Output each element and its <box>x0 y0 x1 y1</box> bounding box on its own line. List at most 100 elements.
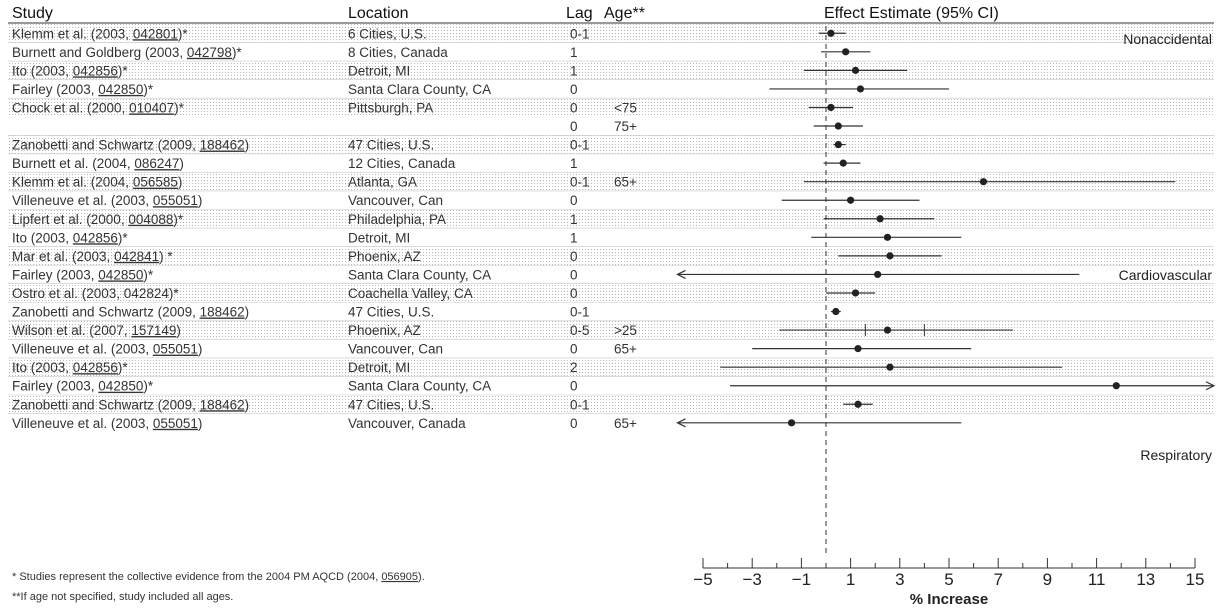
lag-cell: 1 <box>570 45 578 60</box>
table-header: Study Location Lag Age** Effect Estimate… <box>8 5 1214 24</box>
row-shade <box>8 172 1214 191</box>
x-tick-label: 13 <box>1136 570 1155 589</box>
point-estimate <box>1112 382 1120 390</box>
location-cell: Phoenix, AZ <box>348 323 421 338</box>
estimate-mark <box>843 400 873 408</box>
location-cell: Detroit, MI <box>348 230 410 245</box>
age-cell: >25 <box>614 323 637 338</box>
lag-cell: 0-1 <box>570 138 590 153</box>
table-row: Fairley (2003, 042850)* Santa Clara Count… <box>12 379 578 394</box>
table-row: Klemm et al. (2003, 042801)* 6 Cities, U.… <box>12 26 590 41</box>
estimate-mark <box>752 345 972 353</box>
lag-cell: 0 <box>570 82 578 97</box>
point-estimate <box>847 196 855 204</box>
x-axis: −5 −3 −1 1 3 5 7 9 11 13 15 <box>693 558 1204 589</box>
lag-cell: 0 <box>570 249 578 264</box>
x-tick-label: 9 <box>1043 570 1052 589</box>
estimate-mark <box>823 159 861 167</box>
lag-cell: 0 <box>570 416 578 431</box>
x-tick-label: 15 <box>1186 570 1205 589</box>
lag-cell: 0-1 <box>570 175 590 190</box>
estimate-mark <box>830 307 841 316</box>
table-row: Burnett and Goldberg (2003, 042798)* 8 Ci… <box>12 45 578 60</box>
lag-cell: 0-5 <box>570 323 590 338</box>
x-tick-label: 7 <box>993 570 1002 589</box>
location-cell: Santa Clara County, CA <box>348 267 491 282</box>
ci-arrow-left <box>676 418 686 428</box>
study-cell: Ito (2003, 042856)* <box>12 230 128 245</box>
estimate-mark <box>818 29 846 37</box>
point-estimate <box>832 307 840 316</box>
location-cell: Coachella Valley, CA <box>348 286 473 301</box>
footnote-2: **If age not specified, study included a… <box>12 591 233 603</box>
row-shade <box>8 98 1214 117</box>
age-cell: 65+ <box>614 175 637 190</box>
estimate-mark <box>676 269 1080 279</box>
table-row: Ostro et al. (2003, 042824)* Coachella Va… <box>12 286 578 301</box>
table-row: Villeneuve et al. (2003, 055051) Vancouve… <box>12 342 637 357</box>
estimate-mark <box>781 196 920 204</box>
location-cell: Phoenix, AZ <box>348 249 421 264</box>
point-estimate <box>874 270 882 279</box>
point-estimate <box>883 233 892 241</box>
table-row: Villeneuve et al. (2003, 055051) Vancouve… <box>12 193 578 208</box>
study-cell: Ito (2003, 042856)* <box>12 360 128 375</box>
footnote-1: * Studies represent the collective evide… <box>12 571 425 583</box>
point-estimate <box>854 345 862 353</box>
lag-cell: 0 <box>570 193 578 208</box>
location-cell: Philadelphia, PA <box>348 212 446 227</box>
study-cell: Burnett et al. (2004, 086247) <box>12 156 184 171</box>
location-cell: 6 Cities, U.S. <box>348 26 427 41</box>
study-cell: Klemm et al. (2003, 042801)* <box>12 26 188 41</box>
location-cell: Atlanta, GA <box>348 175 417 190</box>
estimate-mark <box>813 122 863 130</box>
study-cell: Zanobetti and Schwartz (2009, 188462) <box>12 138 249 153</box>
point-estimate <box>827 103 835 112</box>
estimate-mark <box>779 324 1013 337</box>
row-shade <box>8 246 1214 266</box>
point-estimate <box>851 66 860 74</box>
x-tick-label: −3 <box>743 570 762 589</box>
location-cell: 47 Cities, U.S. <box>348 138 434 153</box>
group-label-cardiovascular: Cardiovascular <box>1119 267 1213 283</box>
study-cell: Fairley (2003, 042850)* <box>12 379 154 394</box>
study-cell: Wilson et al. (2007, 157149) <box>12 323 181 338</box>
location-cell: Santa Clara County, CA <box>348 82 491 97</box>
table-row: Zanobetti and Schwartz (2009, 188462) 47 … <box>12 305 590 320</box>
table-row: Zanobetti and Schwartz (2009, 188462) 47 … <box>12 138 590 153</box>
age-cell: 65+ <box>614 342 637 357</box>
point-estimate <box>854 400 862 408</box>
location-cell: Pittsburgh, PA <box>348 100 433 115</box>
lag-cell: 0-1 <box>570 397 590 412</box>
header-age: Age** <box>604 5 645 22</box>
lag-cell: 1 <box>570 156 578 171</box>
point-estimate <box>856 85 865 93</box>
location-cell: Vancouver, Canada <box>348 416 466 431</box>
point-estimate <box>839 159 847 167</box>
table-row: 0 75+ <box>570 119 637 134</box>
lag-cell: 0-1 <box>570 26 590 41</box>
table-row: Mar et al. (2003, 042841) * Phoenix, AZ 0 <box>12 249 578 264</box>
estimate-mark <box>730 381 1216 391</box>
lag-cell: 0 <box>570 267 578 282</box>
point-estimate <box>851 289 860 297</box>
lag-cell: 0 <box>570 286 578 301</box>
x-tick-label: 3 <box>895 570 904 589</box>
ci-arrow-left <box>676 269 686 279</box>
row-shade <box>8 24 1214 43</box>
estimate-mark <box>808 103 854 112</box>
age-cell: <75 <box>614 100 637 115</box>
study-cell: Fairley (2003, 042850)* <box>12 267 154 282</box>
point-estimate <box>834 122 842 130</box>
point-estimate <box>886 363 894 371</box>
location-cell: Vancouver, Can <box>348 342 443 357</box>
lag-cell: 2 <box>570 360 578 375</box>
lag-cell: 0-1 <box>570 305 590 320</box>
study-cell: Klemm et al. (2004, 056585) <box>12 175 182 190</box>
location-cell: Detroit, MI <box>348 63 410 78</box>
lag-cell: 0 <box>570 119 578 134</box>
study-cell: Ito (2003, 042856)* <box>12 63 128 78</box>
study-cell: Villeneuve et al. (2003, 055051) <box>12 193 202 208</box>
table-row: Lipfert et al. (2000, 004088)* Philadelph… <box>12 212 578 227</box>
location-cell: 47 Cities, U.S. <box>348 305 434 320</box>
